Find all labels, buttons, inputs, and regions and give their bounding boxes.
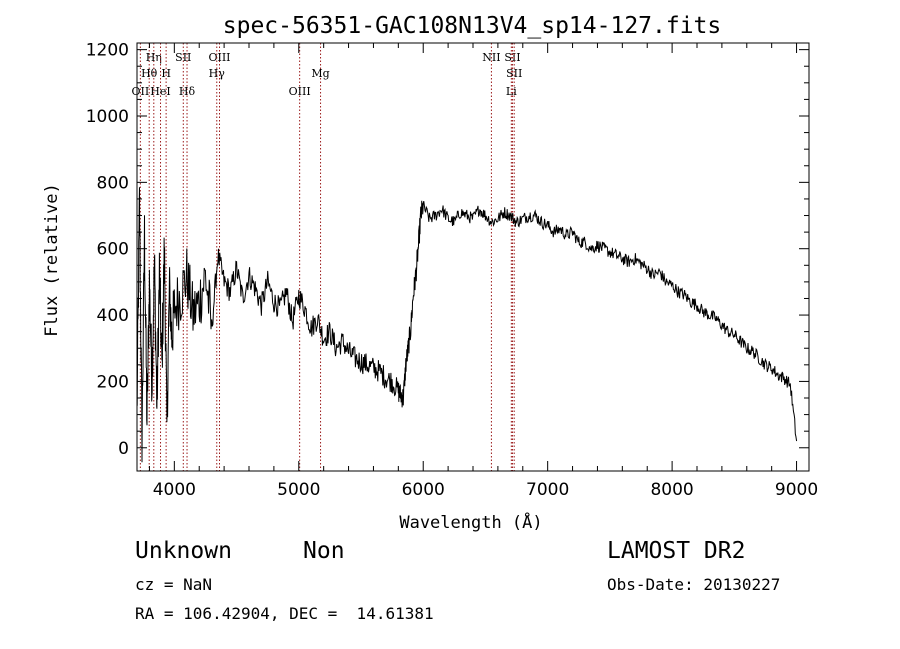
y-tick-label-0: 0 — [118, 439, 129, 459]
line-label-13: SII — [506, 67, 522, 80]
redshift-label: cz = NaN — [135, 575, 213, 594]
line-label-0: OII — [132, 85, 150, 98]
spectrum-series-0 — [136, 187, 798, 463]
line-label-4: H — [161, 67, 171, 80]
survey-label: LAMOST DR2 — [607, 538, 746, 564]
obs-date-label: Obs-Date: 20130227 — [607, 575, 781, 594]
line-label-12: SII — [504, 51, 520, 64]
y-tick-label-400: 400 — [97, 306, 129, 326]
x-tick-label-5000: 5000 — [277, 480, 320, 500]
y-tick-label-1000: 1000 — [86, 107, 129, 127]
x-tick-label-7000: 7000 — [526, 480, 569, 500]
line-label-3: HeI — [150, 85, 170, 98]
line-label-6: Hδ — [179, 85, 196, 98]
line-label-1: Hθ — [141, 67, 158, 80]
line-label-11: NII — [482, 51, 500, 64]
line-label-14: Li — [506, 85, 517, 98]
chart-title: spec-56351-GAC108N13V4_sp14-127.fits — [223, 13, 722, 39]
classification-label: Unknown — [135, 538, 232, 564]
line-label-9: OIII — [289, 85, 311, 98]
line-label-10: Mg — [311, 67, 329, 80]
line-label-7: OIII — [208, 51, 230, 64]
line-label-8: Hγ — [209, 67, 226, 80]
plot-frame — [136, 42, 810, 472]
y-axis-label: Flux (relative) — [42, 183, 62, 337]
x-tick-label-8000: 8000 — [650, 480, 693, 500]
y-tick-label-800: 800 — [97, 173, 129, 193]
x-tick-label-6000: 6000 — [402, 480, 445, 500]
line-label-2: Hη — [146, 51, 162, 64]
x-tick-label-9000: 9000 — [775, 480, 818, 500]
x-axis-label: Wavelength (Å) — [399, 511, 542, 533]
y-tick-label-1200: 1200 — [86, 41, 129, 61]
y-tick-label-200: 200 — [97, 372, 129, 392]
line-label-5: SII — [175, 51, 191, 64]
y-tick-label-600: 600 — [97, 240, 129, 260]
coordinates-label: RA = 106.42904, DEC = 14.61381 — [135, 604, 434, 623]
subclass-label: Non — [303, 538, 345, 564]
x-tick-label-4000: 4000 — [153, 480, 196, 500]
